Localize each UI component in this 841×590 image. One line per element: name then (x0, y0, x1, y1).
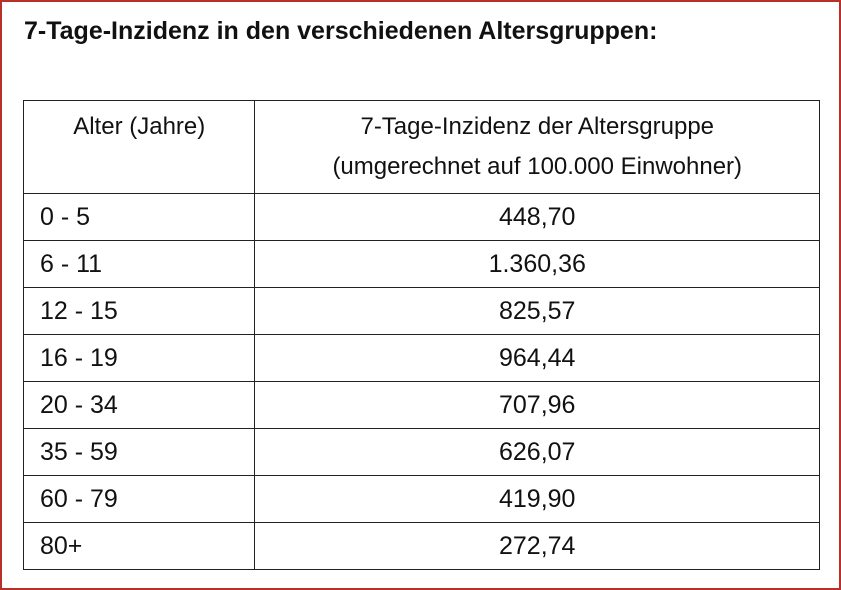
age-group-cell: 60 - 79 (22, 475, 256, 523)
column-header-age-label: Alter (Jahre) (73, 113, 206, 140)
incidence-table: Alter (Jahre) 7-Tage-Inzidenz der Alters… (22, 100, 820, 570)
incidence-value-cell: 825,57 (254, 287, 820, 335)
incidence-value-cell: 272,74 (254, 522, 820, 570)
table-row: 80+ 272,74 (22, 522, 820, 570)
incidence-value-cell: 707,96 (254, 381, 820, 429)
column-header-incidence: 7-Tage-Inzidenz der Altersgruppe (umgere… (254, 100, 820, 194)
table-row: 60 - 79 419,90 (22, 475, 820, 523)
incidence-value-cell: 1.360,36 (254, 240, 820, 288)
age-group-cell: 35 - 59 (22, 428, 256, 476)
incidence-value-cell: 448,70 (254, 193, 820, 241)
age-group-cell: 16 - 19 (22, 334, 256, 382)
column-header-age: Alter (Jahre) (22, 100, 256, 194)
table-row: 12 - 15 825,57 (22, 287, 820, 335)
table-header-row: Alter (Jahre) 7-Tage-Inzidenz der Alters… (22, 100, 820, 194)
table-row: 6 - 11 1.360,36 (22, 240, 820, 288)
incidence-value-cell: 419,90 (254, 475, 820, 523)
age-group-cell: 80+ (22, 522, 256, 570)
age-group-cell: 20 - 34 (22, 381, 256, 429)
table-row: 16 - 19 964,44 (22, 334, 820, 382)
table-row: 35 - 59 626,07 (22, 428, 820, 476)
table-row: 0 - 5 448,70 (22, 193, 820, 241)
column-header-incidence-wrap: 7-Tage-Inzidenz der Altersgruppe (umgere… (255, 101, 819, 187)
age-group-cell: 6 - 11 (22, 240, 256, 288)
column-header-incidence-line2: (umgerechnet auf 100.000 Einwohner) (332, 153, 743, 180)
table-row: 20 - 34 707,96 (22, 381, 820, 429)
age-group-cell: 0 - 5 (22, 193, 256, 241)
incidence-value-cell: 626,07 (254, 428, 820, 476)
column-header-incidence-line1: 7-Tage-Inzidenz der Altersgruppe (360, 113, 715, 140)
incidence-value-cell: 964,44 (254, 334, 820, 382)
page-title: 7-Tage-Inzidenz in den verschiedenen Alt… (24, 17, 658, 45)
age-group-cell: 12 - 15 (22, 287, 256, 335)
